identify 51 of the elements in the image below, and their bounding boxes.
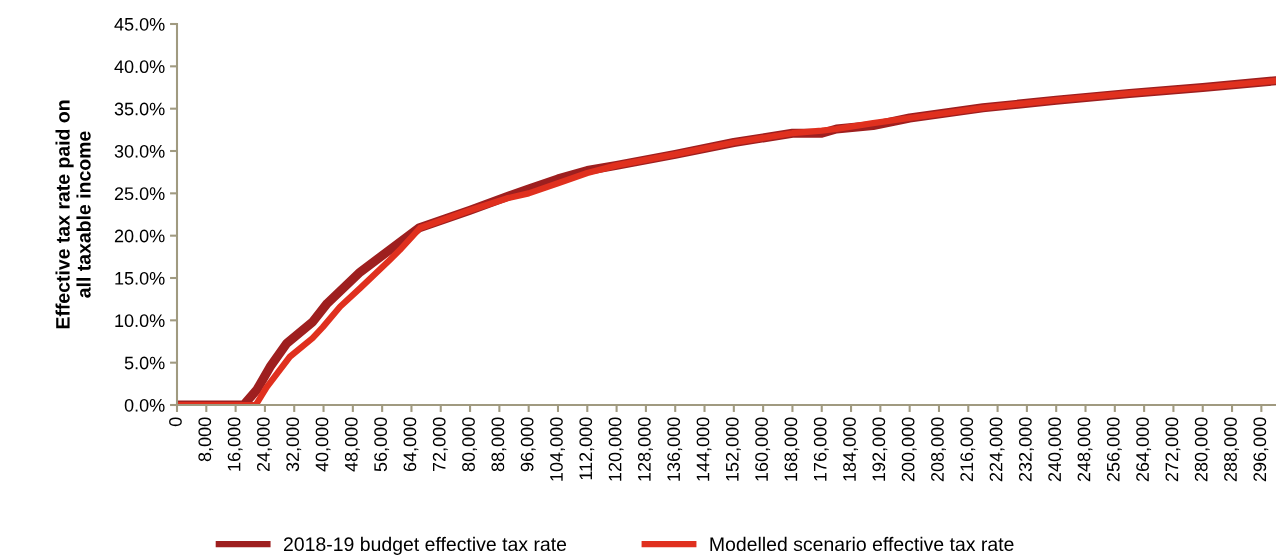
x-tick-label: 160,000 — [755, 417, 771, 481]
x-tick-label: 0 — [169, 417, 182, 427]
x-tick-label: 64,000 — [403, 417, 419, 472]
x-tick-label: 144,000 — [696, 417, 712, 481]
x-tick-label: 264,000 — [1136, 417, 1152, 482]
x-tick-label: 48,000 — [344, 417, 360, 472]
x-tick-label: 96,000 — [520, 417, 536, 472]
x-tick-label: 72,000 — [432, 417, 448, 472]
legend-label: 2018-19 budget effective tax rate — [283, 536, 567, 555]
x-tick-label: 168,000 — [784, 417, 800, 481]
x-tick-label: 280,000 — [1194, 417, 1210, 482]
x-tick-label: 184,000 — [843, 417, 859, 481]
x-tick-label: 136,000 — [667, 417, 683, 481]
y-tick-label: 40.0% — [114, 60, 165, 74]
x-tick-label: 208,000 — [931, 417, 946, 482]
x-tick-label: 216,000 — [960, 417, 976, 482]
x-tick-label: 40,000 — [315, 417, 331, 472]
x-tick-label: 200,000 — [901, 417, 917, 482]
y-tick-label: 15.0% — [115, 271, 165, 285]
x-tick-label: 56,000 — [374, 417, 390, 472]
x-tick-label: 80,000 — [462, 417, 478, 472]
y-tick-label: 45.0% — [114, 17, 165, 31]
y-tick-label: 30.0% — [114, 144, 165, 158]
x-tick-label: 232,000 — [1018, 417, 1034, 482]
legend-label: Modelled scenario effective tax rate — [710, 536, 1014, 552]
y-tick-label: 0.0% — [124, 398, 165, 412]
y-tick-label: 10.0% — [115, 314, 165, 328]
x-tick-label: 88,000 — [491, 417, 507, 472]
x-tick-label: 152,000 — [725, 417, 741, 481]
x-tick-label: 192,000 — [872, 417, 888, 481]
y-tick-label: 5.0% — [124, 356, 165, 370]
y-tick-label: 25.0% — [114, 187, 165, 201]
x-tick-label: 224,000 — [989, 417, 1005, 482]
x-tick-label: 32,000 — [286, 417, 302, 472]
x-tick-label: 288,000 — [1224, 417, 1240, 482]
x-tick-label: 8,000 — [198, 417, 214, 462]
x-tick-label: 272,000 — [1165, 417, 1181, 482]
y-axis-title: Effective tax rate paid on all taxable income — [55, 100, 91, 329]
x-tick-label: 240,000 — [1048, 417, 1064, 482]
x-tick-label: 112,000 — [579, 417, 595, 480]
x-tick-label: 248,000 — [1077, 417, 1093, 482]
y-tick-label: 35.0% — [114, 102, 165, 116]
x-tick-label: 24,000 — [256, 417, 272, 472]
x-tick-label: 176,000 — [813, 417, 829, 481]
x-tick-label: 296,000 — [1253, 417, 1269, 482]
y-tick-label: 20.0% — [114, 229, 165, 243]
x-tick-label: 104,000 — [550, 417, 565, 481]
x-tick-label: 120,000 — [608, 417, 624, 481]
x-tick-label: 128,000 — [637, 417, 653, 481]
x-tick-label: 256,000 — [1106, 417, 1122, 482]
x-tick-label: 16,000 — [227, 417, 243, 471]
